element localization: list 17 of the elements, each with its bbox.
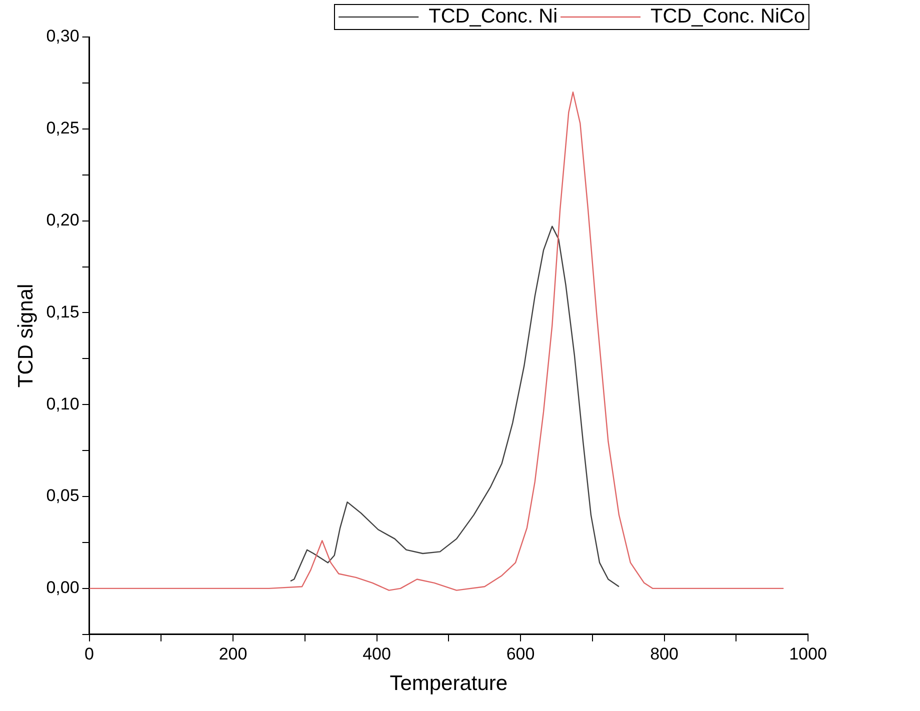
x-tick-label: 200 [218, 644, 248, 664]
x-tick-label: 800 [650, 644, 678, 664]
y-tick-label: 0,10 [46, 394, 80, 414]
y-tick-label: 0,00 [46, 578, 80, 598]
x-tick-label: 1000 [789, 644, 827, 664]
legend-label: TCD_Conc. Ni [428, 6, 558, 28]
y-axis-title: TCD signal [14, 284, 38, 388]
y-tick-label: 0,30 [46, 26, 80, 46]
legend-label: TCD_Conc. NiCo [650, 6, 805, 28]
x-axis-title: Temperature [390, 672, 508, 696]
y-tick-label: 0,05 [46, 486, 80, 506]
x-tick-label: 400 [362, 644, 391, 664]
x-tick-label: 600 [506, 644, 535, 664]
y-tick-label: 0,20 [46, 210, 80, 230]
y-tick-label: 0,15 [46, 302, 80, 322]
x-tick-label: 0 [84, 644, 94, 664]
y-tick-label: 0,25 [46, 118, 80, 138]
